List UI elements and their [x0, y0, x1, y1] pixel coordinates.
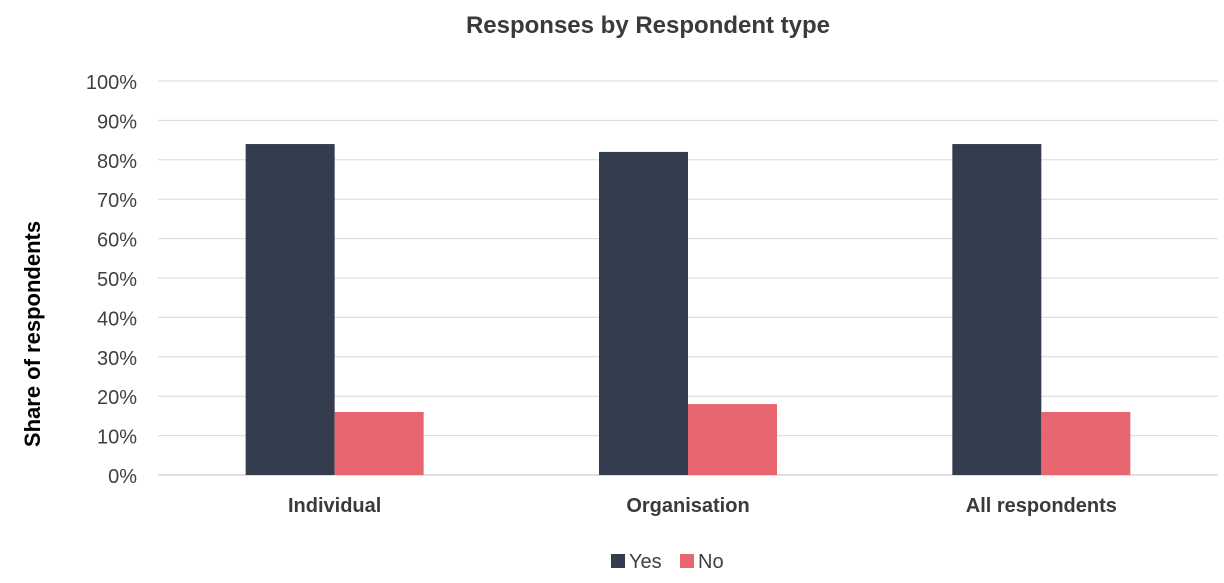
bar-no-1 — [334, 411, 424, 475]
y-tick-label: 10% — [97, 427, 137, 449]
x-axis-ticks: Individual Organisation All respondents — [288, 495, 1117, 517]
y-tick-label: 0% — [108, 466, 137, 488]
bar-yes-2 — [599, 151, 688, 476]
bar-no-2 — [688, 404, 777, 475]
bar-yes-3 — [952, 144, 1042, 476]
bar-no-3 — [1041, 411, 1131, 475]
legend: Yes No — [611, 551, 724, 573]
legend-label-no: No — [698, 551, 724, 573]
y-tick-label: 20% — [97, 387, 137, 409]
bar-yes-1 — [245, 144, 335, 476]
y-tick-label: 70% — [97, 190, 137, 212]
y-tick-label: 30% — [97, 348, 137, 370]
x-tick-label: All respondents — [966, 495, 1117, 517]
legend-label-yes: Yes — [629, 551, 662, 573]
chart-title: Responses by Respondent type — [466, 12, 830, 39]
y-tick-label: 60% — [97, 230, 137, 252]
y-tick-label: 80% — [97, 151, 137, 173]
x-tick-label: Organisation — [626, 495, 749, 517]
x-tick-label: Individual — [288, 495, 381, 517]
y-tick-label: 50% — [97, 269, 137, 291]
y-axis-ticks: 0% 10% 20% 30% 40% 50% 60% 70% 80% 90% 100% — [86, 72, 137, 488]
y-tick-label: 100% — [86, 72, 137, 94]
y-tick-label: 40% — [97, 308, 137, 330]
y-axis-label: Share of respondents — [20, 221, 45, 447]
bars — [245, 144, 1131, 476]
legend-swatch-yes — [611, 554, 625, 568]
y-tick-label: 90% — [97, 111, 137, 133]
legend-swatch-no — [680, 554, 694, 568]
